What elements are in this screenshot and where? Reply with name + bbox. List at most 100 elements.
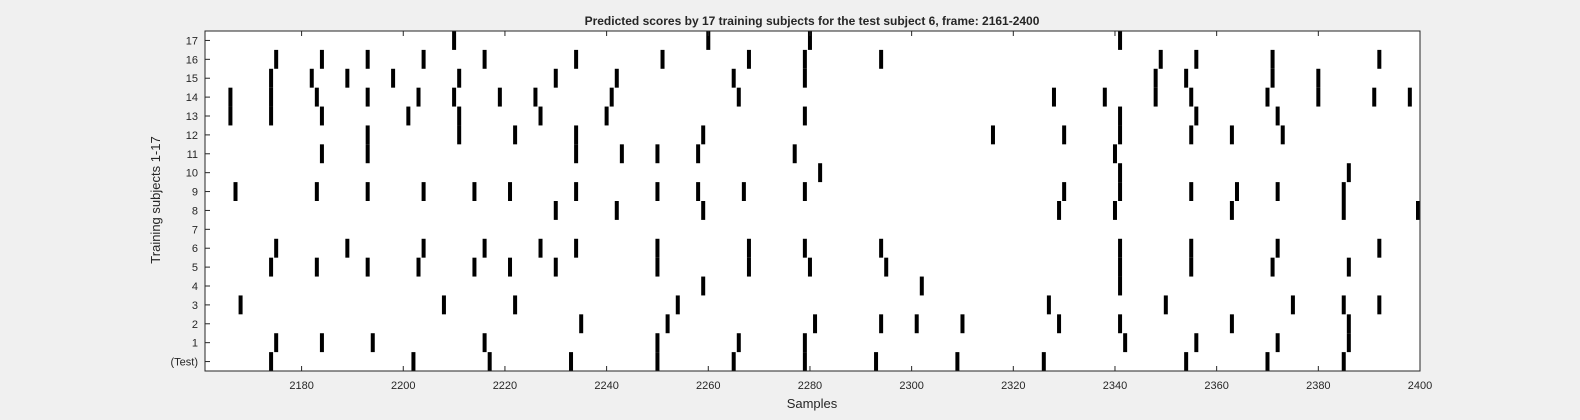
spike-mark bbox=[746, 238, 751, 258]
spike-mark bbox=[1377, 238, 1382, 258]
spike-mark bbox=[1377, 49, 1382, 69]
spike-mark bbox=[269, 352, 274, 371]
spike-mark bbox=[701, 125, 706, 145]
spike-mark bbox=[345, 238, 350, 258]
spike-mark bbox=[879, 238, 884, 258]
spike-mark bbox=[1265, 352, 1270, 371]
x-tick-label: 2340 bbox=[1103, 380, 1127, 392]
spike-mark bbox=[1118, 314, 1123, 334]
spike-mark bbox=[269, 68, 274, 88]
spike-mark bbox=[1118, 257, 1123, 277]
spike-mark bbox=[1158, 49, 1163, 69]
spike-mark bbox=[1118, 276, 1123, 296]
spike-mark bbox=[655, 144, 660, 164]
x-tick-label: 2280 bbox=[798, 380, 822, 392]
y-tick-label: 9 bbox=[192, 187, 198, 199]
spike-mark bbox=[746, 49, 751, 69]
spike-mark bbox=[1346, 333, 1351, 353]
spike-mark bbox=[574, 125, 579, 145]
spike-mark bbox=[655, 182, 660, 201]
spike-mark bbox=[472, 257, 477, 277]
spike-mark bbox=[1316, 68, 1321, 88]
spike-mark bbox=[365, 87, 370, 107]
spike-mark bbox=[655, 352, 660, 371]
plot-area bbox=[205, 31, 1420, 371]
spike-mark bbox=[1346, 314, 1351, 334]
spike-mark bbox=[1057, 314, 1062, 334]
spike-mark bbox=[365, 144, 370, 164]
spike-mark bbox=[274, 238, 279, 258]
spike-mark bbox=[553, 68, 558, 88]
spike-mark bbox=[457, 68, 462, 88]
spike-mark bbox=[802, 352, 807, 371]
spike-mark bbox=[731, 352, 736, 371]
spike-mark bbox=[574, 49, 579, 69]
y-tick-label: 16 bbox=[186, 54, 198, 66]
spike-mark bbox=[482, 238, 487, 258]
spike-mark bbox=[319, 49, 324, 69]
spike-mark bbox=[955, 352, 960, 371]
spike-mark bbox=[1051, 87, 1056, 107]
spike-mark bbox=[1112, 201, 1117, 220]
spike-mark bbox=[1270, 257, 1275, 277]
spike-mark bbox=[228, 87, 233, 107]
spike-mark bbox=[421, 182, 426, 201]
spike-mark bbox=[487, 352, 492, 371]
spike-mark bbox=[365, 125, 370, 145]
spike-mark bbox=[269, 257, 274, 277]
spike-mark bbox=[879, 314, 884, 334]
spike-mark bbox=[416, 257, 421, 277]
spike-mark bbox=[569, 352, 574, 371]
spike-mark bbox=[1341, 352, 1346, 371]
y-tick-label: 17 bbox=[186, 35, 198, 47]
spike-mark bbox=[879, 49, 884, 69]
spike-mark bbox=[233, 182, 238, 201]
spike-mark bbox=[309, 68, 314, 88]
spike-marks bbox=[228, 31, 1420, 371]
spike-mark bbox=[1189, 125, 1194, 145]
x-tick-label: 2180 bbox=[289, 380, 313, 392]
x-tick-label: 2300 bbox=[899, 380, 923, 392]
spike-mark bbox=[1229, 201, 1234, 220]
spike-mark bbox=[1189, 238, 1194, 258]
spike-mark bbox=[452, 87, 457, 107]
spike-mark bbox=[802, 49, 807, 69]
x-tick-label: 2220 bbox=[493, 380, 517, 392]
spike-mark bbox=[1377, 295, 1382, 315]
spike-mark bbox=[807, 257, 812, 277]
spike-mark bbox=[508, 182, 513, 201]
spike-mark bbox=[741, 182, 746, 201]
spike-mark bbox=[1341, 182, 1346, 201]
spike-mark bbox=[919, 276, 924, 296]
spike-mark bbox=[731, 68, 736, 88]
y-tick-label: 1 bbox=[192, 338, 198, 350]
spike-mark bbox=[818, 163, 823, 183]
spike-mark bbox=[228, 106, 233, 126]
spike-mark bbox=[807, 31, 812, 50]
spike-mark bbox=[1102, 87, 1107, 107]
y-tick-label: 13 bbox=[186, 111, 198, 123]
spike-mark bbox=[513, 295, 518, 315]
y-tick-label: 15 bbox=[186, 73, 198, 85]
x-tick-label: 2360 bbox=[1204, 380, 1228, 392]
spike-mark bbox=[391, 68, 396, 88]
spike-mark bbox=[482, 333, 487, 353]
spike-mark bbox=[1057, 201, 1062, 220]
spike-mark bbox=[533, 87, 538, 107]
spike-mark bbox=[452, 31, 457, 50]
spike-mark bbox=[1194, 106, 1199, 126]
spike-mark bbox=[457, 106, 462, 126]
spike-mark bbox=[508, 257, 513, 277]
y-tick-label: 5 bbox=[192, 262, 198, 274]
spike-mark bbox=[553, 257, 558, 277]
y-tick-label: 2 bbox=[192, 319, 198, 331]
spike-mark bbox=[1275, 333, 1280, 353]
spike-mark bbox=[792, 144, 797, 164]
spike-mark bbox=[1229, 314, 1234, 334]
x-tick-label: 2320 bbox=[1001, 380, 1025, 392]
spike-mark bbox=[1123, 333, 1128, 353]
spike-mark bbox=[813, 314, 818, 334]
spike-mark bbox=[274, 49, 279, 69]
spike-mark bbox=[1346, 257, 1351, 277]
